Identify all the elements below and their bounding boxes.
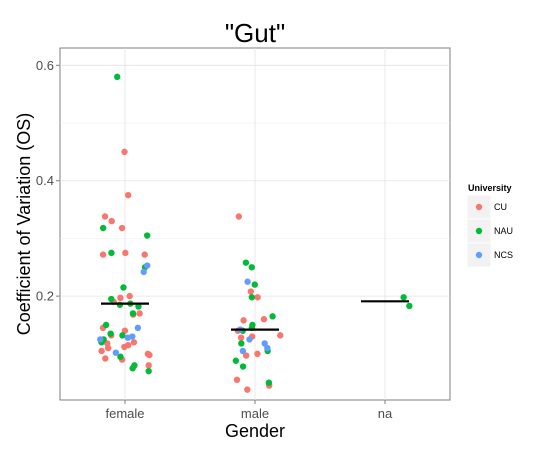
axes: 0.2 0.4 0.6 female male na — [36, 58, 393, 421]
data-point-nau-16 — [117, 353, 124, 360]
legend-marker-ncs — [475, 251, 483, 259]
legend-label-cu: CU — [494, 202, 507, 212]
data-point-cu-24 — [102, 355, 109, 362]
data-point-ncs-4 — [124, 334, 132, 341]
data-point-ncs-11 — [264, 344, 271, 352]
data-point-nau-28 — [238, 340, 245, 347]
data-point-nau-31 — [239, 363, 247, 370]
data-point-cu-38 — [233, 376, 241, 384]
data-point-nau-18 — [129, 365, 136, 372]
data-point-cu-19 — [121, 343, 128, 351]
data-point-nau-0 — [114, 73, 121, 81]
x-axis-title: Gender — [225, 421, 285, 441]
data-point-ncs-6 — [112, 349, 120, 356]
data-point-cu-29 — [254, 294, 261, 301]
data-point-nau-12 — [107, 330, 114, 337]
data-point-cu-37 — [242, 352, 250, 359]
data-point-cu-8 — [126, 292, 133, 300]
data-point-nau-13 — [119, 332, 126, 339]
data-point-nau-33 — [400, 294, 407, 301]
data-point-cu-5 — [122, 249, 129, 257]
legend-marker-cu — [475, 203, 483, 211]
data-point-nau-23 — [248, 294, 256, 301]
data-point-nau-19 — [145, 367, 152, 375]
legend-marker-nau — [475, 227, 483, 235]
y-tick-label: 0.2 — [36, 289, 54, 304]
grid — [60, 48, 450, 400]
data-points — [97, 73, 413, 393]
y-tick-label: 0.6 — [36, 58, 54, 73]
data-point-nau-5 — [120, 284, 127, 291]
data-point-cu-9 — [117, 294, 124, 302]
data-point-cu-26 — [145, 362, 152, 369]
x-tick-label: female — [105, 406, 144, 421]
data-point-cu-30 — [260, 316, 268, 323]
data-point-ncs-2 — [134, 324, 142, 332]
data-point-cu-40 — [244, 386, 251, 393]
data-point-cu-36 — [254, 350, 261, 358]
data-point-cu-4 — [118, 224, 126, 232]
data-point-nau-20 — [242, 259, 250, 266]
data-point-nau-2 — [143, 232, 151, 239]
chart-title: "Gut" — [225, 18, 285, 48]
data-point-nau-6 — [108, 295, 115, 303]
data-point-cu-0 — [121, 148, 128, 156]
data-point-nau-34 — [406, 302, 413, 310]
data-point-cu-35 — [237, 334, 245, 341]
data-point-cu-20 — [104, 344, 112, 352]
data-point-cu-11 — [136, 310, 143, 317]
data-point-nau-10 — [129, 310, 137, 317]
data-point-nau-30 — [232, 357, 240, 364]
legend-label-nau: NAU — [494, 226, 513, 236]
data-point-cu-23 — [146, 351, 153, 359]
data-point-cu-1 — [124, 191, 132, 199]
data-point-cu-6 — [99, 251, 107, 258]
data-point-cu-21 — [98, 347, 105, 355]
data-point-cu-28 — [247, 288, 255, 295]
data-point-ncs-10 — [261, 340, 268, 347]
data-point-cu-16 — [130, 339, 138, 346]
data-point-nau-22 — [251, 281, 258, 288]
data-point-nau-1 — [99, 224, 107, 232]
data-point-ncs-0 — [143, 262, 151, 269]
data-point-ncs-7 — [244, 278, 251, 285]
data-point-cu-2 — [101, 213, 109, 220]
data-point-cu-31 — [240, 317, 247, 324]
data-point-nau-11 — [102, 321, 110, 329]
y-axis-title: Coefficient of Variation (OS) — [14, 113, 34, 335]
data-point-nau-21 — [248, 264, 255, 271]
legend-label-ncs: NCS — [494, 250, 513, 260]
data-point-ncs-9 — [246, 336, 253, 343]
data-point-ncs-1 — [140, 268, 147, 276]
data-point-cu-3 — [108, 217, 115, 225]
data-point-nau-3 — [108, 249, 115, 257]
data-point-ncs-12 — [239, 347, 247, 355]
legend-title: University — [468, 183, 512, 193]
data-point-cu-33 — [277, 332, 284, 339]
data-point-nau-32 — [265, 379, 273, 386]
data-point-nau-9 — [135, 303, 142, 310]
x-tick-label: na — [378, 406, 393, 421]
y-tick-label: 0.4 — [36, 173, 54, 188]
x-tick-label: male — [241, 406, 269, 421]
data-point-nau-24 — [269, 313, 276, 320]
data-point-cu-27 — [235, 213, 243, 220]
mean-lines — [101, 300, 409, 331]
data-point-cu-7 — [141, 251, 148, 258]
legend: University CU NAU NCS — [466, 183, 513, 268]
data-point-ncs-5 — [97, 336, 104, 343]
